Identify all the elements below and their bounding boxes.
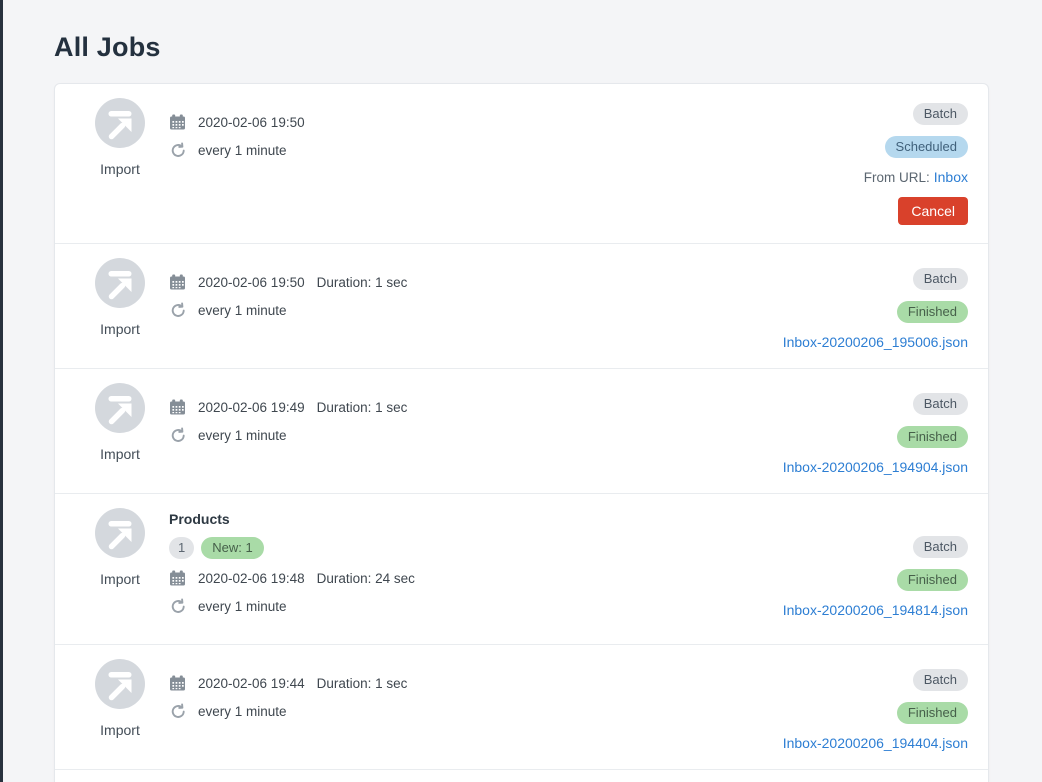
calendar-icon (169, 114, 186, 131)
status-badge: Finished (896, 301, 968, 323)
status-badge: Finished (896, 702, 968, 724)
batch-badge: Batch (912, 536, 968, 558)
new-badge: New: 1 (201, 537, 264, 559)
repeat-icon (169, 302, 186, 319)
job-row: Import 2020-02-06 19:50 every 1 minute B… (55, 84, 988, 243)
job-type-label: Import (100, 446, 140, 462)
import-arrow-icon (95, 98, 145, 148)
job-row: Import 2020-02-06 19:50 Duration: 1 sec … (55, 243, 988, 368)
import-arrow-icon (95, 508, 145, 558)
job-row: 2020-02-06 19:43 Duration: 2 sec Batch (55, 769, 988, 782)
job-schedule: every 1 minute (198, 143, 287, 158)
from-url-label: From URL: (863, 170, 930, 185)
import-arrow-icon (95, 383, 145, 433)
repeat-icon (169, 703, 186, 720)
job-type-label: Import (100, 321, 140, 337)
jobs-card: Import 2020-02-06 19:50 every 1 minute B… (54, 83, 989, 782)
calendar-icon (169, 570, 186, 587)
job-duration: Duration: 24 sec (316, 571, 415, 586)
job-datetime: 2020-02-06 19:49 (198, 400, 305, 415)
repeat-icon (169, 142, 186, 159)
job-title: Products (169, 511, 230, 527)
import-arrow-icon (95, 258, 145, 308)
from-url-line: From URL: Inbox (864, 169, 968, 185)
calendar-icon (169, 274, 186, 291)
job-schedule: every 1 minute (198, 303, 287, 318)
job-type-label: Import (100, 161, 140, 177)
job-row: Import 2020-02-06 19:44 Duration: 1 sec … (55, 644, 988, 769)
job-row: Import Products 1 New: 1 2020-02-06 19:4… (55, 493, 988, 644)
job-type-label: Import (100, 722, 140, 738)
status-badge: Scheduled (884, 136, 968, 158)
job-duration: Duration: 1 sec (316, 400, 408, 415)
batch-badge: Batch (912, 268, 968, 290)
job-type-label: Import (100, 571, 140, 587)
job-duration: Duration: 1 sec (316, 676, 408, 691)
job-datetime: 2020-02-06 19:50 (198, 115, 305, 130)
batch-badge: Batch (912, 669, 968, 691)
job-schedule: every 1 minute (198, 428, 287, 443)
result-file-link[interactable]: Inbox-20200206_194814.json (782, 602, 968, 618)
calendar-icon (169, 399, 186, 416)
result-file-link[interactable]: Inbox-20200206_195006.json (782, 334, 968, 350)
job-datetime: 2020-02-06 19:44 (198, 676, 305, 691)
status-badge: Finished (896, 426, 968, 448)
job-datetime: 2020-02-06 19:48 (198, 571, 305, 586)
job-duration: Duration: 1 sec (316, 275, 408, 290)
job-row: Import 2020-02-06 19:49 Duration: 1 sec … (55, 368, 988, 493)
repeat-icon (169, 598, 186, 615)
job-schedule: every 1 minute (198, 599, 287, 614)
cancel-button[interactable]: Cancel (898, 197, 968, 225)
import-arrow-icon (95, 659, 145, 709)
batch-badge: Batch (912, 393, 968, 415)
count-badge: 1 (169, 537, 195, 559)
job-datetime: 2020-02-06 19:50 (198, 275, 305, 290)
sidebar-edge (0, 0, 3, 782)
status-badge: Finished (896, 569, 968, 591)
batch-badge: Batch (912, 103, 968, 125)
result-file-link[interactable]: Inbox-20200206_194404.json (782, 735, 968, 751)
from-url-link[interactable]: Inbox (933, 169, 968, 185)
job-schedule: every 1 minute (198, 704, 287, 719)
calendar-icon (169, 675, 186, 692)
page-title: All Jobs (54, 32, 161, 62)
repeat-icon (169, 427, 186, 444)
result-file-link[interactable]: Inbox-20200206_194904.json (782, 459, 968, 475)
